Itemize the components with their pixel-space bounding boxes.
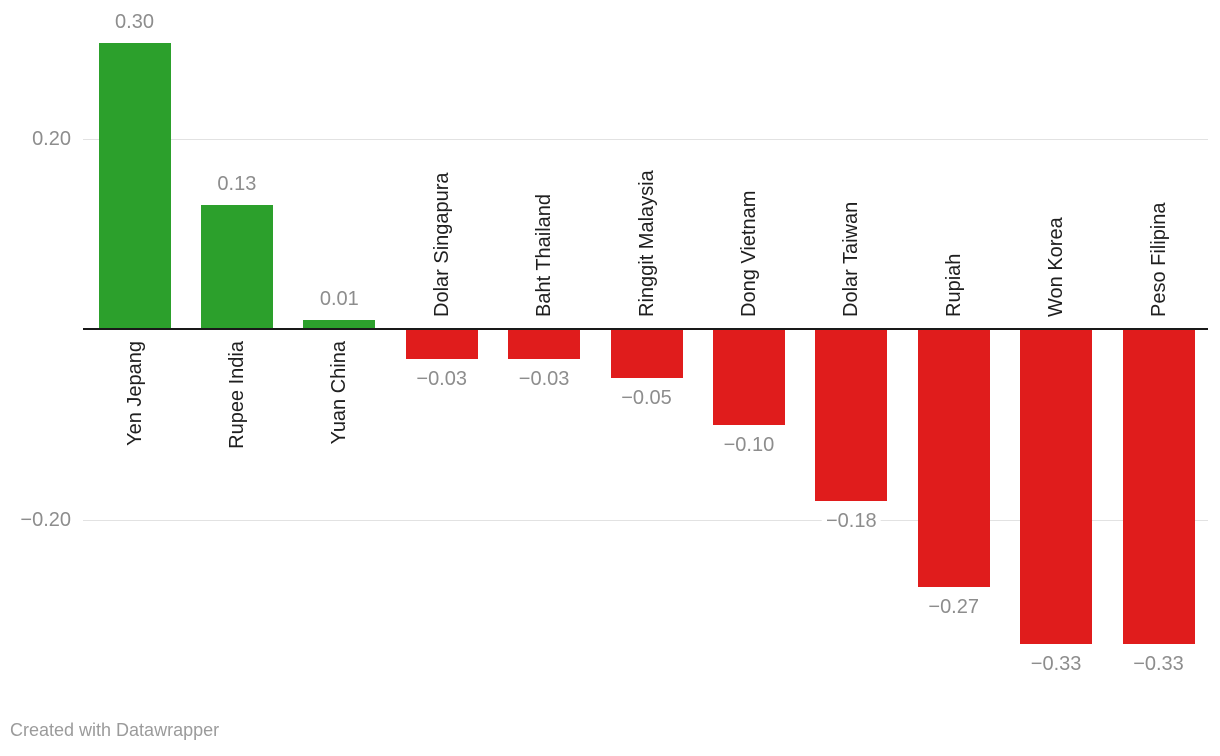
bar-won-korea: [1020, 330, 1092, 645]
y-gridline-0.20: [83, 139, 1208, 140]
value-label-dolar-singapura: −0.03: [412, 367, 471, 390]
bar-rupee-india: [201, 205, 273, 329]
category-label-won-korea: Won Korea: [1045, 217, 1067, 317]
bar-ringgit-malaysia: [611, 330, 683, 378]
category-label-rupiah: Rupiah: [943, 253, 965, 317]
category-label-yuan-china: Yuan China: [328, 341, 350, 445]
y-gridline-minus-0.20: [83, 520, 1208, 521]
category-label-dolar-singapura: Dolar Singapura: [431, 172, 453, 317]
value-label-dolar-taiwan: −0.18: [821, 510, 881, 533]
value-label-rupiah: −0.27: [924, 596, 983, 619]
zero-axis-line: [83, 328, 1208, 330]
category-label-yen-jepang: Yen Jepang: [124, 341, 146, 446]
category-label-peso-filipina: Peso Filipina: [1148, 202, 1170, 317]
category-label-dong-vietnam: Dong Vietnam: [738, 190, 760, 317]
bar-peso-filipina: [1123, 330, 1195, 645]
y-tick-label: 0.20: [32, 128, 71, 150]
category-label-rupee-india: Rupee India: [226, 341, 248, 449]
value-label-ringgit-malaysia: −0.05: [617, 386, 676, 409]
bar-dong-vietnam: [713, 330, 785, 426]
value-label-baht-thailand: −0.03: [514, 367, 574, 390]
category-label-dolar-taiwan: Dolar Taiwan: [840, 201, 862, 317]
category-label-baht-thailand: Baht Thailand: [533, 193, 555, 317]
category-label-ringgit-malaysia: Ringgit Malaysia: [636, 170, 658, 317]
y-tick-label: −0.20: [20, 509, 71, 531]
value-label-peso-filipina: −0.33: [1129, 653, 1188, 676]
bar-rupiah: [918, 330, 990, 588]
value-label-yen-jepang: 0.30: [111, 11, 158, 34]
value-label-won-korea: −0.33: [1026, 653, 1086, 676]
bar-yuan-china: [303, 319, 375, 329]
value-label-yuan-china: 0.01: [315, 287, 363, 310]
value-label-rupee-india: 0.13: [213, 173, 261, 196]
bar-dolar-singapura: [406, 330, 478, 359]
bar-baht-thailand: [508, 330, 580, 359]
datawrapper-credit: Created with Datawrapper: [10, 720, 220, 740]
value-label-dong-vietnam: −0.10: [719, 434, 779, 457]
bar-dolar-taiwan: [815, 330, 887, 502]
bar-yen-jepang: [99, 43, 171, 330]
